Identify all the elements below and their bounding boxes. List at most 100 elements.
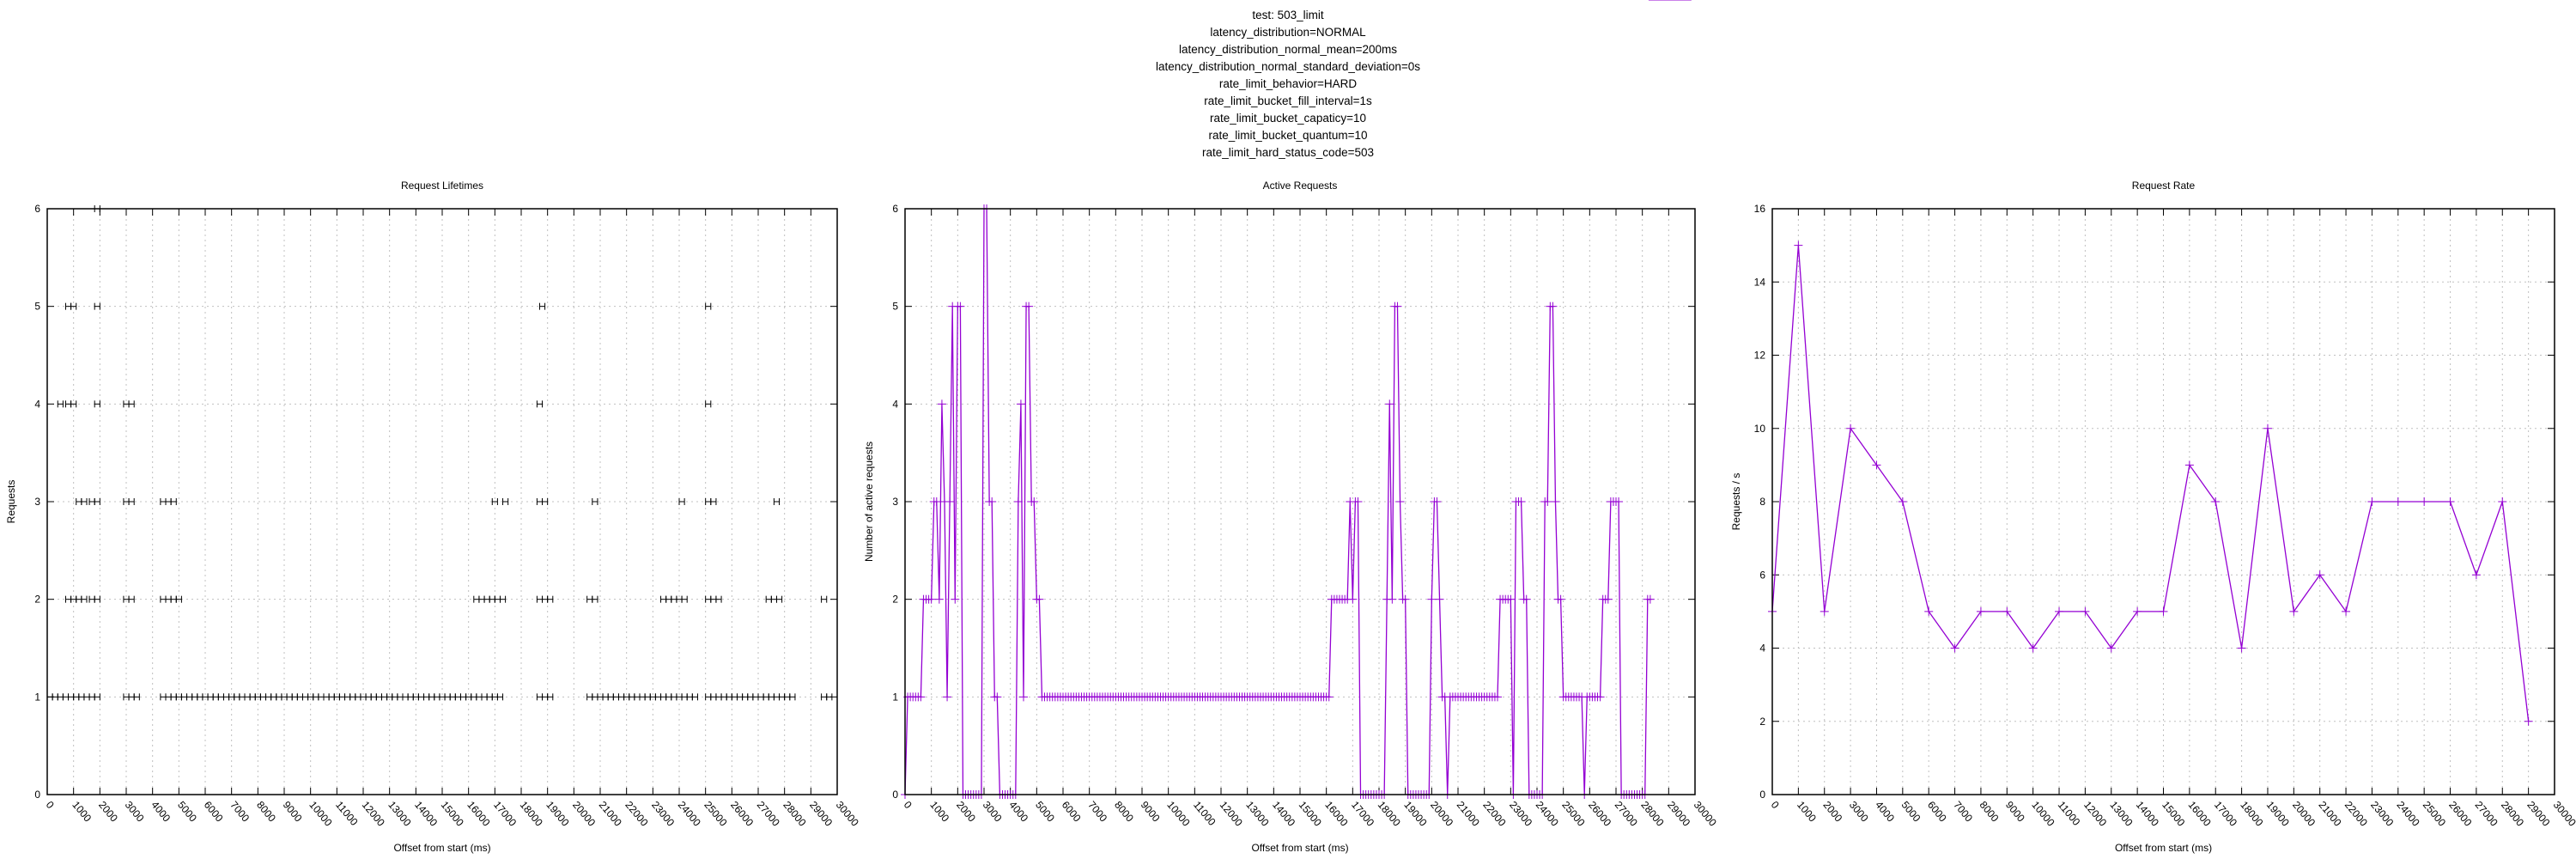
x-tick-label: 27000	[755, 799, 782, 829]
chart-active: Active Requests 0 1000 2000 3000 4000 5000 6000…	[863, 0, 1719, 854]
header-line: rate_limit_bucket_quantum=10	[1208, 129, 1368, 142]
x-tick-label: 30000	[2551, 799, 2576, 829]
x-tick-label: 5000	[175, 799, 199, 825]
x-tick-label: 18000	[2238, 799, 2265, 829]
x-tick-label: 13000	[2107, 799, 2135, 829]
grid	[905, 209, 1695, 795]
y-tick-label: 12	[1754, 350, 1766, 362]
x-tick-label: 8000	[1112, 799, 1136, 825]
x-tick-label: 14000	[1270, 799, 1297, 829]
chart-title: Request Lifetimes	[401, 180, 483, 192]
header-line: rate_limit_hard_status_code=503	[1201, 146, 1374, 159]
x-tick-label: 15000	[439, 799, 466, 829]
x-tick-label: 30000	[834, 799, 861, 829]
data-series	[901, 0, 1692, 799]
x-tick-label: 19000	[1401, 799, 1429, 829]
header-line: test: 503_limit	[1252, 9, 1324, 21]
x-tick-label: 20000	[1428, 799, 1455, 829]
header-line: latency_distribution=NORMAL	[1210, 26, 1366, 39]
x-axis-label: Offset from start (ms)	[393, 842, 490, 854]
y-tick-label: 14	[1754, 276, 1766, 288]
y-axis-label: Requests / s	[1730, 473, 1742, 531]
y-tick-label: 2	[892, 594, 898, 606]
x-tick-label: 27000	[1613, 799, 1640, 829]
x-tick-label: 25000	[2421, 799, 2448, 829]
x-tick-label: 23000	[649, 799, 677, 829]
x-tick-label: 26000	[728, 799, 756, 829]
x-tick-label: 4000	[149, 799, 173, 825]
x-tick-label: 26000	[2446, 799, 2474, 829]
x-tick-label: 0	[902, 799, 914, 811]
header-line: rate_limit_bucket_fill_interval=1s	[1204, 94, 1372, 107]
y-tick-label: 3	[34, 496, 40, 508]
x-tick-label: 16000	[465, 799, 492, 829]
x-tick-label: 22000	[2342, 799, 2370, 829]
x-tick-label: 29000	[807, 799, 835, 829]
x-tick-label: 7000	[1085, 799, 1109, 825]
chart-title: Request Rate	[2132, 180, 2196, 192]
x-tick-label: 29000	[2524, 799, 2552, 829]
x-tick-label: 21000	[2316, 799, 2343, 829]
x-tick-label: 27000	[2473, 799, 2500, 829]
y-tick-label: 2	[1759, 716, 1765, 728]
x-tick-label: 8000	[254, 799, 278, 825]
x-tick-label: 22000	[623, 799, 650, 829]
x-tick-label: 20000	[570, 799, 598, 829]
x-tick-label: 21000	[1455, 799, 1482, 829]
x-tick-label: 6000	[1925, 799, 1949, 825]
x-axis-label: Offset from start (ms)	[1251, 842, 1348, 854]
x-tick-label: 2000	[954, 799, 978, 825]
x-tick-label: 6000	[202, 799, 226, 825]
x-tick-label: 11000	[2056, 799, 2083, 828]
plot-frame	[46, 208, 838, 795]
y-tick-label: 10	[1754, 423, 1766, 435]
x-tick-label: 15000	[1297, 799, 1324, 829]
y-tick-label: 1	[34, 691, 40, 703]
header-line: latency_distribution_normal_standard_dev…	[1155, 60, 1421, 73]
x-tick-label: 18000	[518, 799, 545, 829]
x-axis-label: Offset from start (ms)	[2115, 842, 2212, 854]
axis-ticks: 0 1000 2000 3000 4000 5000 6000 7000 8000 9000 100…	[34, 203, 861, 829]
x-tick-label: 14000	[412, 799, 440, 829]
y-tick-label: 5	[892, 301, 898, 313]
x-tick-label: 6000	[1060, 799, 1084, 825]
x-tick-label: 12000	[2081, 799, 2109, 829]
x-tick-label: 16000	[1322, 799, 1350, 829]
x-tick-label: 25000	[702, 799, 729, 829]
x-tick-label: 8000	[1978, 799, 2002, 825]
y-axis-label: Requests	[5, 480, 17, 524]
chart-title: Active Requests	[1263, 180, 1338, 192]
x-tick-label: 30000	[1692, 799, 1719, 829]
x-tick-label: 19000	[544, 799, 571, 829]
x-tick-label: 13000	[386, 799, 413, 829]
y-tick-label: 4	[34, 398, 40, 410]
y-tick-label: 6	[34, 203, 40, 215]
x-tick-label: 21000	[597, 799, 624, 829]
y-tick-label: 8	[1759, 496, 1765, 508]
x-tick-label: 24000	[2395, 799, 2422, 829]
x-tick-label: 1000	[70, 799, 94, 825]
y-tick-label: 5	[34, 301, 40, 313]
x-tick-label: 12000	[360, 799, 387, 829]
x-tick-label: 28000	[781, 799, 808, 829]
data-series	[46, 205, 833, 701]
x-tick-label: 4000	[1006, 799, 1030, 825]
y-tick-label: 0	[1759, 789, 1765, 801]
x-tick-label: 12000	[1218, 799, 1245, 829]
x-tick-label: 29000	[1665, 799, 1692, 829]
x-tick-label: 11000	[333, 799, 361, 828]
x-tick-label: 23000	[2368, 799, 2396, 829]
y-tick-label: 0	[34, 789, 40, 801]
x-tick-label: 24000	[1534, 799, 1561, 829]
x-tick-label: 3000	[981, 799, 1005, 825]
y-tick-label: 6	[1759, 569, 1765, 581]
x-tick-label: 19000	[2264, 799, 2292, 829]
plot-frame	[1771, 208, 2555, 795]
x-tick-label: 9000	[281, 799, 305, 825]
x-tick-label: 25000	[1559, 799, 1587, 829]
x-tick-label: 7000	[228, 799, 252, 825]
x-tick-label: 3000	[123, 799, 147, 825]
x-tick-label: 1000	[1795, 799, 1819, 825]
